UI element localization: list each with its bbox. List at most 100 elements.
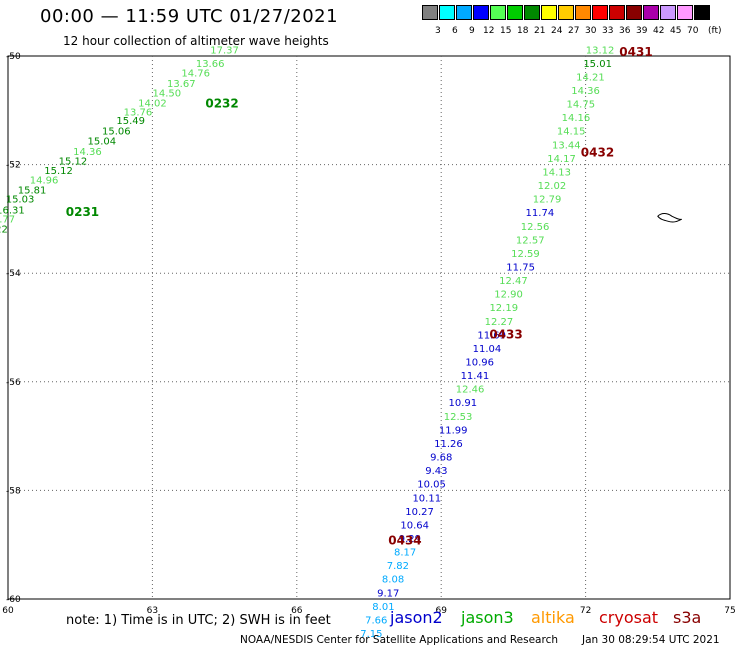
- wave-height-value: 14.96: [30, 176, 59, 187]
- footnote: note: 1) Time is in UTC; 2) SWH is in fe…: [66, 613, 331, 628]
- color-scale-tick: 36: [619, 26, 631, 36]
- wave-height-value: 12.57: [516, 235, 545, 246]
- wave-height-value: 10.27: [405, 507, 434, 518]
- pass-time-label: 0434: [388, 534, 421, 548]
- color-swatch: [694, 5, 710, 20]
- wave-height-value: 10.11: [412, 493, 441, 504]
- wave-height-value: 14.13: [542, 167, 571, 178]
- wave-height-value: 9.68: [430, 453, 452, 464]
- color-scale-tick: 6: [452, 26, 458, 36]
- color-swatch: [541, 5, 557, 20]
- wave-height-value: 14.36: [571, 86, 600, 97]
- lon-tick-label: 63: [147, 606, 158, 616]
- wave-height-value: 14.75: [566, 100, 595, 111]
- wave-height-value: 11.41: [461, 371, 490, 382]
- island-outline: [657, 213, 683, 223]
- color-scale-tick: 15: [500, 26, 512, 36]
- wave-height-value: 8.17: [394, 548, 416, 559]
- wave-height-value: 17.37: [210, 45, 239, 56]
- pass-time-label: 0433: [489, 327, 522, 341]
- wave-height-value: 14.76: [181, 69, 210, 80]
- color-swatch: [592, 5, 608, 20]
- color-scale-tick: 9: [469, 26, 475, 36]
- wave-height-value: 7.82: [387, 561, 409, 572]
- wave-height-value: 12.79: [533, 195, 562, 206]
- color-scale-tick: 12: [483, 26, 495, 36]
- lon-tick-label: 66: [291, 606, 303, 616]
- lat-tick-label: -50: [6, 52, 21, 62]
- wave-height-value: 12.90: [494, 290, 523, 301]
- color-swatch: [439, 5, 455, 20]
- wave-height-value: 12.27: [485, 317, 514, 328]
- color-swatch: [422, 5, 438, 20]
- wave-height-value: 8.01: [372, 602, 394, 613]
- wave-height-value: 11.75: [506, 262, 535, 273]
- wave-height-value: 12.47: [499, 276, 528, 287]
- color-scale-tick: 21: [534, 26, 546, 36]
- wave-height-value: 7.66: [365, 615, 387, 626]
- wave-height-value: 12.19: [489, 303, 518, 314]
- wave-height-value: 14.77: [0, 215, 15, 226]
- wave-height-value: 14.17: [547, 154, 576, 165]
- lat-tick-label: -52: [6, 161, 21, 171]
- lon-tick-label: 72: [580, 606, 591, 616]
- wave-height-value: 9.17: [377, 588, 399, 599]
- wave-height-value: 16.31: [0, 205, 25, 216]
- legend-s3a: s3a: [673, 608, 702, 627]
- wave-height-value: 12.56: [521, 222, 550, 233]
- credit-line: NOAA/NESDIS Center for Satellite Applica…: [240, 634, 558, 646]
- wave-height-value: 14.21: [576, 72, 605, 83]
- wave-height-value: 14.15: [557, 127, 586, 138]
- wave-height-value: 11.04: [473, 344, 502, 355]
- wave-height-value: 11.69: [477, 330, 506, 341]
- lat-tick-label: -54: [6, 269, 21, 279]
- color-swatch: [456, 5, 472, 20]
- wave-height-value: 15.81: [18, 185, 47, 196]
- generated-timestamp: Jan 30 08:29:54 UTC 2021: [582, 634, 720, 646]
- wave-height-value: 9.29: [399, 534, 421, 545]
- lat-tick-label: -56: [6, 378, 21, 388]
- legend-jason2: jason2: [390, 608, 443, 627]
- wave-height-value: 11.26: [434, 439, 463, 450]
- color-swatch: [524, 5, 540, 20]
- color-scale-tick: 27: [568, 26, 580, 36]
- color-scale-tick: 30: [585, 26, 597, 36]
- lon-tick-label: 60: [2, 606, 14, 616]
- legend-altika: altika: [531, 608, 575, 627]
- color-scale-tick: 18: [517, 26, 529, 36]
- color-scale-unit: (ft): [708, 26, 722, 36]
- color-scale-tick: 24: [551, 26, 563, 36]
- color-swatch: [609, 5, 625, 20]
- pass-time-label: 0432: [581, 145, 614, 159]
- color-scale-tick: 3: [435, 26, 441, 36]
- pass-time-label: 0431: [619, 45, 652, 59]
- color-swatch: [575, 5, 591, 20]
- color-swatch: [507, 5, 523, 20]
- wave-height-value: 12.59: [511, 249, 540, 260]
- wave-height-value: 15.49: [116, 116, 145, 127]
- legend-cryosat: cryosat: [599, 608, 659, 627]
- wave-height-value: 13.76: [124, 108, 153, 119]
- lon-tick-label: 69: [435, 606, 447, 616]
- map-frame: [7, 55, 731, 600]
- wave-height-value: 10.96: [465, 358, 494, 369]
- wave-height-value: 13.44: [552, 140, 581, 151]
- wave-height-value: 15.01: [583, 59, 612, 70]
- legend-jason3: jason3: [461, 608, 514, 627]
- wave-height-value: 14.02: [138, 98, 167, 109]
- color-scale-tick: 42: [653, 26, 665, 36]
- pass-time-label: 0232: [205, 97, 238, 111]
- wave-height-value: 12.02: [538, 181, 567, 192]
- wave-height-value: 11.74: [526, 208, 555, 219]
- lon-tick-label: 75: [724, 606, 735, 616]
- wave-height-value: 16.22: [0, 224, 8, 235]
- pass-time-label: 0231: [66, 205, 99, 219]
- wave-height-value: 15.04: [88, 137, 117, 148]
- wave-height-value: 13.12: [586, 45, 615, 56]
- page-subtitle: 12 hour collection of altimeter wave hei…: [63, 34, 329, 48]
- lat-tick-label: -58: [6, 486, 21, 496]
- wave-height-value: 9.43: [425, 466, 447, 477]
- lat-tick-label: -60: [6, 595, 21, 605]
- wave-height-value: 7.15: [360, 629, 382, 640]
- color-swatch: [643, 5, 659, 20]
